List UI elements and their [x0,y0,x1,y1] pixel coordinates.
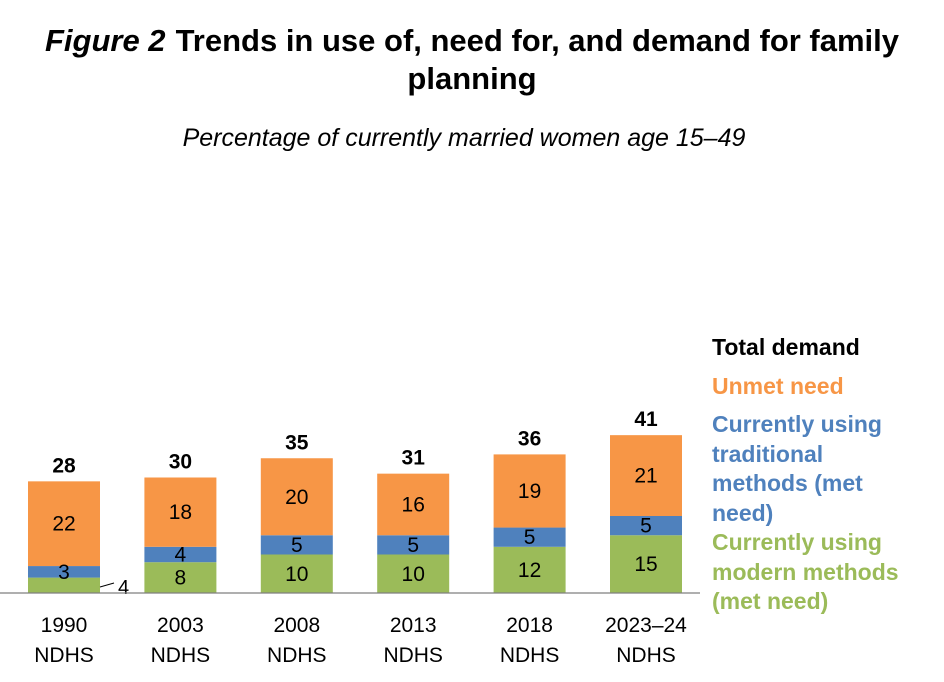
total-label: 30 [169,451,192,474]
data-label: 4 [175,544,187,567]
data-label: 15 [634,553,657,576]
legend-traditional-label: Currently using traditional methods (met… [712,411,882,526]
bar-segment [28,566,100,578]
x-tick-label: NDHS [34,644,94,667]
bar-segment [610,435,682,516]
legend-modern: Currently using modern methods (met need… [712,528,899,617]
data-label: 10 [285,563,308,586]
data-label: 19 [518,480,541,503]
x-tick-label: NDHS [500,644,560,667]
bar-segment [28,481,100,567]
bar-segment [144,562,217,593]
x-tick-label: NDHS [267,644,327,667]
chart-legend: Total demand [712,333,860,363]
data-label: 5 [640,515,652,538]
bar-segment [377,554,450,593]
x-tick-label: NDHS [383,644,443,667]
bar-segment [144,477,217,547]
data-label: 4 [118,577,129,599]
bar-segment [144,546,217,563]
bar-segment [493,527,566,547]
x-tick-label: 2018 [506,614,553,637]
bar-segment [610,516,682,536]
data-label: 22 [52,513,75,536]
bar-segment [493,454,566,528]
data-label: 3 [58,561,70,584]
bar-segment [377,473,450,536]
legend-modern-label: Currently using modern methods (met need… [712,529,899,614]
data-label: 12 [518,559,541,582]
figure-title: Trends in use of, need for, and demand f… [175,23,900,96]
legend-unmet-need-label: Unmet need [712,373,844,399]
x-tick-label: NDHS [616,644,676,667]
x-tick-label: 2023–24 [605,614,687,637]
data-label: 18 [169,501,192,524]
total-label: 36 [518,427,541,450]
data-label: 5 [291,534,303,557]
x-tick-label: 2008 [273,614,320,637]
data-label: 5 [407,534,419,557]
bar-segment [28,577,100,593]
chart-title: Figure 2 Trends in use of, need for, and … [0,22,944,98]
total-label: 41 [634,408,658,431]
data-label: 21 [634,465,657,488]
x-tick-label: 2003 [157,614,204,637]
bar-segment [493,546,566,593]
chart-subtitle: Percentage of currently married women ag… [182,124,746,152]
leader-line [99,582,115,588]
total-label: 31 [402,447,426,470]
legend-traditional: Currently using traditional methods (met… [712,410,882,528]
data-label: 5 [524,526,536,549]
x-tick-label: NDHS [151,644,211,667]
figure-label: Figure 2 [44,23,166,58]
data-label: 20 [285,486,308,509]
bar-segment [610,535,682,593]
bar-segment [260,554,333,593]
data-label: 16 [402,493,425,516]
bar-segment [260,535,333,555]
x-tick-label: 2013 [390,614,437,637]
bar-segment [260,458,333,536]
data-label: 10 [402,563,425,586]
bar-segment [377,535,450,555]
x-tick-label: 1990 [41,614,88,637]
total-label: 35 [285,431,309,454]
total-label: 28 [52,454,76,477]
data-label: 8 [175,567,187,590]
legend-total-demand: Total demand [712,334,860,360]
legend-unmet-need: Unmet need [712,372,844,402]
